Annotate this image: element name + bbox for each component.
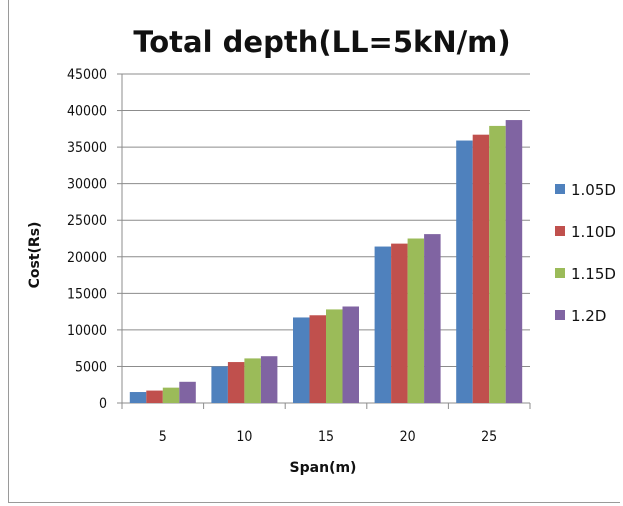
legend-label: 1.05D [571,181,616,199]
y-tick-labels: 0 5000 10000 15000 20000 25000 30000 35000 40000… [67,67,107,412]
x-tick-labels: 5 10 15 20 25 [159,429,497,445]
bar-1.05D-25 [456,140,473,403]
legend-swatch [555,184,565,194]
x-tick-label: 20 [400,429,416,445]
bar-1.2D-20 [424,234,441,403]
legend-swatch [555,268,565,278]
x-tick-label: 10 [236,429,252,445]
bar-1.2D-25 [505,120,523,403]
y-tick-label: 0 [99,396,107,412]
y-tick-label: 10000 [67,323,107,339]
legend-label: 1.2D [571,307,606,325]
bar-1.15D-15 [326,309,343,403]
bar-1.15D-20 [407,238,425,403]
bar-1.15D-5 [162,387,180,403]
legend: 1.05D 1.10D 1.15D 1.2D [555,181,616,325]
y-tick-label: 35000 [67,140,107,156]
bar-1.10D-20 [391,243,408,403]
bar-1.10D-10 [227,362,245,403]
chart-title: Total depth(LL=5kN/m) [133,25,510,59]
legend-label: 1.15D [571,265,616,283]
y-tick-label: 30000 [67,177,107,193]
bar-1.05D-20 [374,246,392,403]
legend-swatch [555,310,565,320]
y-tick-label: 20000 [67,250,107,266]
bar-1.10D-15 [309,315,326,403]
bar-1.2D-5 [179,381,196,403]
bars [129,120,523,404]
x-tick-label: 25 [481,429,497,445]
bar-1.15D-25 [489,125,506,404]
bar-1.05D-5 [129,392,147,403]
bar-1.10D-5 [146,390,163,403]
y-tick-label: 5000 [75,359,107,375]
x-tick-label: 15 [318,429,334,445]
y-tick-label: 40000 [67,104,107,120]
y-tick-label: 45000 [67,67,107,83]
bar-1.05D-10 [211,366,228,403]
x-tick-label: 5 [159,429,167,445]
bar-1.2D-15 [342,306,359,403]
bar-1.15D-10 [244,358,261,403]
bar-1.2D-10 [260,356,278,403]
bar-1.10D-25 [472,134,490,403]
y-axis-title: Cost(Rs) [27,222,43,289]
legend-swatch [555,226,565,236]
bar-1.05D-15 [293,317,310,403]
legend-label: 1.10D [571,223,616,241]
x-axis-title: Span(m) [290,460,357,476]
y-tick-label: 25000 [67,213,107,229]
y-tick-label: 15000 [67,286,107,302]
